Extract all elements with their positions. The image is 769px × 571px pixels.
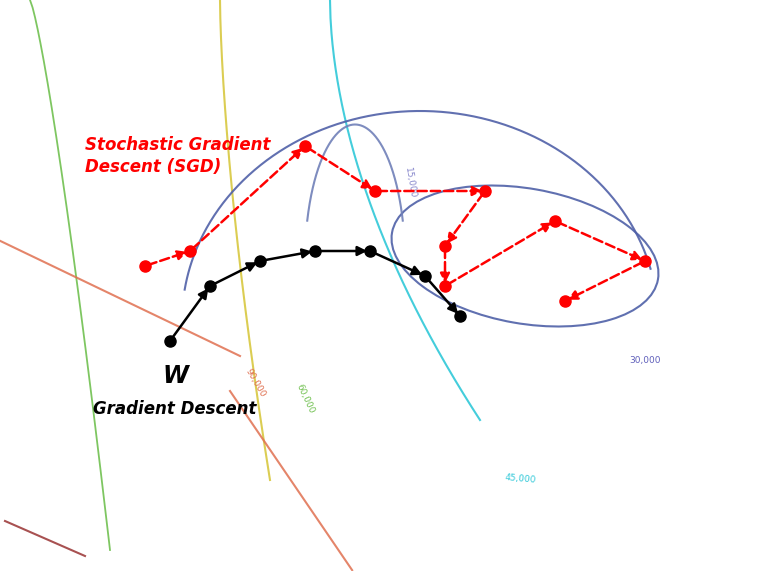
Text: 15,000: 15,000 bbox=[403, 167, 417, 199]
Text: 45,000: 45,000 bbox=[504, 473, 536, 485]
Text: 30,000: 30,000 bbox=[629, 356, 661, 365]
Text: 90,000: 90,000 bbox=[243, 367, 267, 399]
Text: W: W bbox=[162, 364, 188, 388]
Text: Stochastic Gradient
Descent (SGD): Stochastic Gradient Descent (SGD) bbox=[85, 136, 271, 176]
Text: Gradient Descent: Gradient Descent bbox=[93, 400, 257, 418]
Text: 60,000: 60,000 bbox=[295, 383, 316, 415]
